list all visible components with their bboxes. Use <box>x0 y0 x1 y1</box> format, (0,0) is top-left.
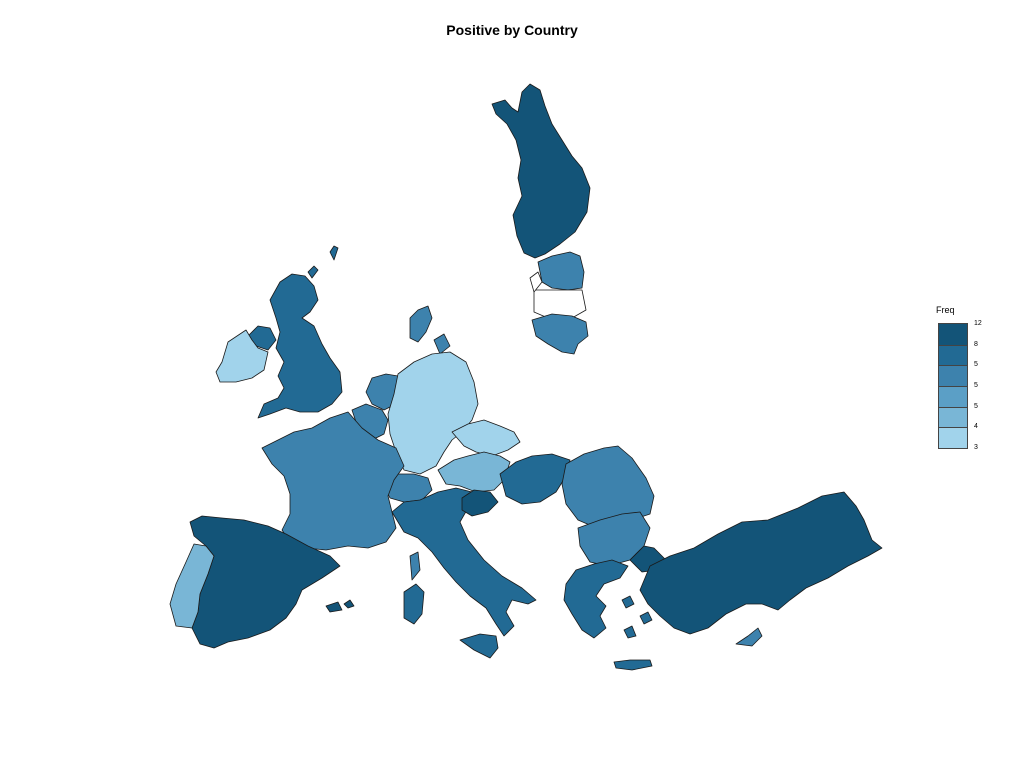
legend-swatch <box>939 344 967 366</box>
legend-tick-label: 3 <box>974 444 978 451</box>
country-switzerland <box>383 473 433 503</box>
country-cyprus <box>735 627 763 647</box>
legend-colorbar <box>938 323 968 449</box>
legend-tick-label: 5 <box>974 402 978 410</box>
country-italy <box>391 487 537 637</box>
country-germany <box>387 351 479 475</box>
country-denmark <box>409 305 433 343</box>
legend-tick-label: 12 <box>974 320 982 327</box>
country-spain-balearic2 <box>343 599 355 609</box>
country-denmark-isl <box>433 333 451 355</box>
country-romania <box>561 445 655 527</box>
legend-title: Freq <box>936 305 955 315</box>
chart-title: Positive by Country <box>446 22 578 38</box>
country-italy-sicily <box>459 633 499 659</box>
country-lithuania <box>531 313 589 355</box>
country-czechia <box>451 419 521 457</box>
country-greece-isl3 <box>623 625 637 639</box>
country-slovenia <box>461 489 499 517</box>
country-hungary <box>499 453 571 505</box>
legend-tick-label: 5 <box>974 361 978 369</box>
country-greece-isl1 <box>621 595 635 609</box>
country-uk-orkney <box>307 265 319 279</box>
country-france-corsica <box>409 551 421 581</box>
legend-swatch <box>939 365 967 386</box>
country-spain-balearic <box>325 601 343 613</box>
country-portugal <box>169 543 215 629</box>
country-austria <box>437 451 511 493</box>
legend-tick-label: 5 <box>974 382 978 389</box>
legend-swatch <box>939 324 967 345</box>
country-finland <box>491 83 591 259</box>
legend-tick-label: 4 <box>974 423 978 431</box>
country-greece-isl2 <box>639 611 653 625</box>
country-estonia <box>537 251 585 291</box>
country-sweden <box>529 271 543 293</box>
country-ireland <box>215 329 269 383</box>
legend-tick-label: 8 <box>974 340 978 348</box>
country-uk <box>257 273 343 419</box>
country-greece-crete <box>613 659 653 671</box>
country-greece <box>563 559 629 639</box>
country-turkey <box>639 491 883 635</box>
country-latvia <box>533 289 587 319</box>
legend-swatch <box>939 427 967 448</box>
country-france <box>261 411 405 551</box>
legend: Freq 12 8 5 5 5 4 3 <box>936 305 982 451</box>
country-italy-sardinia <box>403 583 425 625</box>
legend-swatch <box>939 386 967 407</box>
legend-swatch <box>939 406 967 428</box>
country-uk-shetland <box>329 245 339 261</box>
